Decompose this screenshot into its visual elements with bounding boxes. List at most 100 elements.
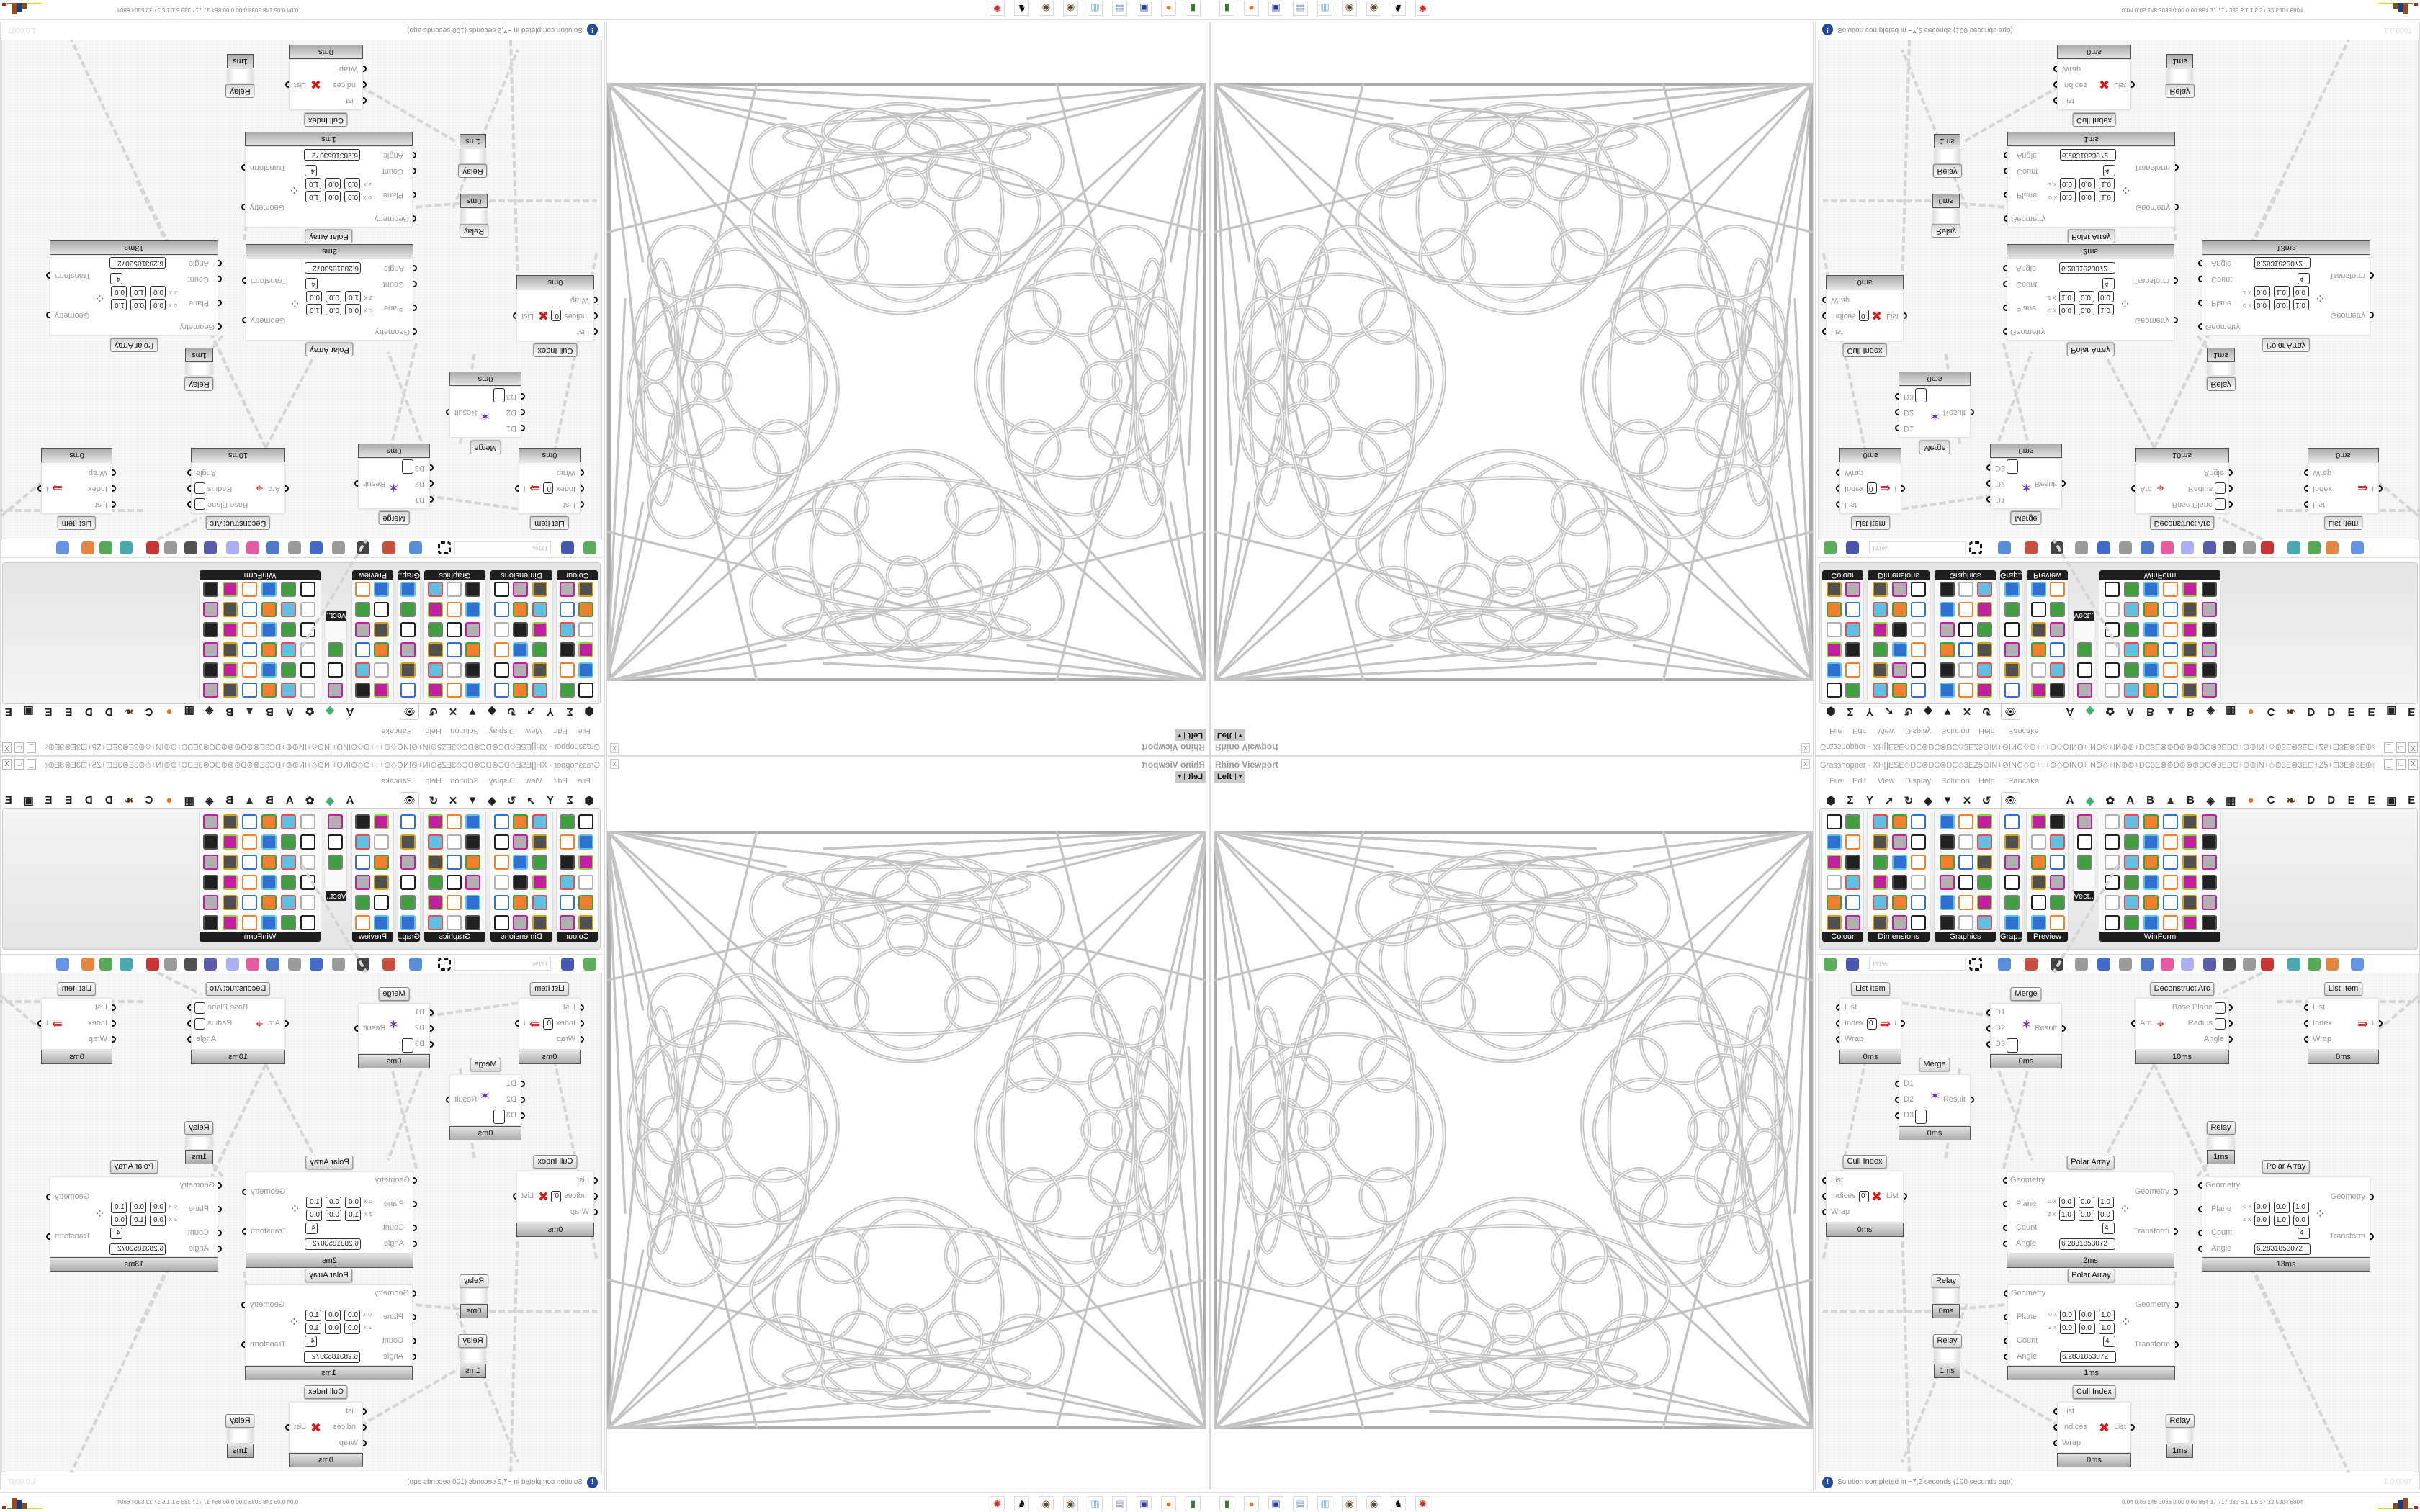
- component-icon[interactable]: [261, 814, 277, 829]
- ribbon-panel-label[interactable]: Colour: [1822, 932, 1863, 942]
- component-icon[interactable]: [242, 662, 257, 678]
- component-icon[interactable]: [2143, 662, 2159, 678]
- toolbar-button[interactable]: [2326, 541, 2339, 554]
- component-icon[interactable]: [281, 602, 296, 617]
- tab-icon[interactable]: ➚: [526, 795, 536, 807]
- component-icon[interactable]: [261, 642, 277, 657]
- component-icon[interactable]: [223, 642, 238, 657]
- component-title[interactable]: Deconstruct Arc: [205, 982, 271, 996]
- input-grip[interactable]: [2003, 328, 2007, 335]
- component-icon[interactable]: [261, 834, 277, 850]
- component-icon[interactable]: [203, 875, 218, 890]
- component-icon[interactable]: [1939, 834, 1955, 850]
- component-relay[interactable]: Relay 1ms: [458, 134, 488, 178]
- toolbar-button[interactable]: [2075, 958, 2088, 971]
- component-title[interactable]: Cull Index: [304, 113, 348, 127]
- component-icon[interactable]: [328, 642, 344, 657]
- component-icon[interactable]: [2049, 662, 2065, 678]
- toolbar-button[interactable]: [288, 958, 301, 971]
- toolbar-button[interactable]: [226, 958, 239, 971]
- component-title[interactable]: Merge: [470, 1058, 501, 1071]
- component-polar-array[interactable]: Polar Array Geometry Plane Count Angle Geomet…: [46, 1160, 222, 1272]
- floppy-64-icon[interactable]: ▣: [1137, 1, 1152, 16]
- component-icon[interactable]: [1911, 683, 1927, 698]
- plane-zaxis-z-value[interactable]: 0.0: [2293, 1215, 2309, 1226]
- toolbar-button[interactable]: [2287, 958, 2300, 971]
- component-icon[interactable]: [2202, 642, 2217, 657]
- component-icon[interactable]: [447, 814, 462, 829]
- component-icon[interactable]: [1958, 582, 1973, 597]
- component-icon[interactable]: [532, 895, 548, 910]
- scroll-icon[interactable]: ▤: [1293, 1496, 1308, 1511]
- component-icon[interactable]: [2049, 582, 2065, 597]
- tab-icon[interactable]: ▼: [467, 706, 478, 718]
- component-title[interactable]: Polar Array: [2067, 1269, 2115, 1282]
- tab-icon[interactable]: ✕: [448, 795, 458, 807]
- component-icon[interactable]: [281, 875, 296, 890]
- component-icon[interactable]: [2049, 814, 2065, 829]
- input-grip[interactable]: [1895, 1081, 1899, 1087]
- component-icon[interactable]: [447, 683, 462, 698]
- tab-icon[interactable]: E: [45, 706, 53, 718]
- tab-icon[interactable]: ✕: [1962, 705, 1972, 717]
- component-icon[interactable]: [300, 602, 315, 617]
- component-icon[interactable]: [1827, 622, 1842, 637]
- component-icon[interactable]: [1845, 582, 1860, 597]
- minimize-button[interactable]: _: [27, 742, 36, 753]
- component-icon[interactable]: [2105, 602, 2120, 617]
- toolbar-button[interactable]: [120, 958, 133, 971]
- output-grip[interactable]: [242, 1189, 246, 1195]
- d3-input-box[interactable]: [2007, 1038, 2018, 1053]
- input-grip[interactable]: [2053, 1408, 2057, 1415]
- component-icon[interactable]: [532, 662, 548, 678]
- component-title[interactable]: Merge: [378, 511, 410, 525]
- output-grip[interactable]: [46, 312, 50, 318]
- component-list-item[interactable]: List Item List Index Wrap i ⇛ 0 0ms: [515, 982, 584, 1064]
- tab-icon[interactable]: C: [145, 794, 153, 806]
- component-icon[interactable]: [1977, 662, 1993, 678]
- plane-zaxis-x-value[interactable]: 0.0: [2254, 286, 2270, 297]
- component-icon[interactable]: [447, 915, 462, 930]
- component-icon[interactable]: [2202, 602, 2217, 617]
- component-icon[interactable]: [261, 895, 277, 910]
- component-icon[interactable]: [223, 814, 238, 829]
- component-title[interactable]: Relay: [2206, 1121, 2236, 1135]
- component-icon[interactable]: [1958, 602, 1973, 617]
- component-title[interactable]: Cull Index: [2072, 113, 2116, 127]
- component-icon[interactable]: [1977, 683, 1993, 698]
- ribbon-panel-label[interactable]: Vect..: [326, 611, 346, 621]
- tab-icon[interactable]: ▦: [184, 705, 194, 717]
- pinecone-icon[interactable]: ◉: [1063, 1, 1078, 16]
- component-title[interactable]: Relay: [1932, 164, 1962, 178]
- component-title[interactable]: Polar Array: [2067, 230, 2115, 243]
- toolbar-button[interactable]: [2051, 958, 2063, 971]
- toolbar-button[interactable]: [2223, 541, 2236, 554]
- component-icon[interactable]: [513, 683, 529, 698]
- angle-value[interactable]: 6.2831853072: [305, 1238, 361, 1250]
- component-merge[interactable]: Merge D1 D2 D3 Result ✶ 0ms: [446, 1058, 525, 1140]
- count-value[interactable]: 4: [2102, 1223, 2115, 1234]
- close-button[interactable]: X: [2, 759, 12, 770]
- component-icon[interactable]: [1977, 582, 1993, 597]
- component-icon[interactable]: [1911, 662, 1927, 678]
- component-icon[interactable]: [2031, 642, 2047, 657]
- component-icon[interactable]: [1827, 582, 1842, 597]
- component-icon[interactable]: [1911, 834, 1927, 850]
- component-title[interactable]: Merge: [378, 987, 410, 1001]
- component-title[interactable]: Relay: [225, 84, 255, 98]
- output-grip[interactable]: [187, 469, 191, 476]
- output-grip[interactable]: [515, 1020, 519, 1027]
- param-arrow-icon[interactable]: ↓: [2215, 498, 2226, 510]
- input-grip[interactable]: [1986, 496, 1990, 503]
- component-icon[interactable]: [242, 642, 257, 657]
- component-icon[interactable]: [2143, 895, 2159, 910]
- component-polar-array[interactable]: Polar Array Geometry Plane Count Angle Geomet…: [46, 240, 222, 352]
- component-icon[interactable]: [1958, 814, 1973, 829]
- tab-icon[interactable]: B: [2146, 794, 2155, 806]
- component-icon[interactable]: [1827, 895, 1842, 910]
- component-icon[interactable]: [2004, 662, 2020, 678]
- component-icon[interactable]: [2182, 683, 2197, 698]
- component-icon[interactable]: [281, 662, 296, 678]
- toolbar-button[interactable]: [266, 541, 279, 554]
- component-deconstruct-arc[interactable]: Deconstruct Arc Arc Base Plane ↓ Radius ↓ Angl…: [187, 448, 289, 530]
